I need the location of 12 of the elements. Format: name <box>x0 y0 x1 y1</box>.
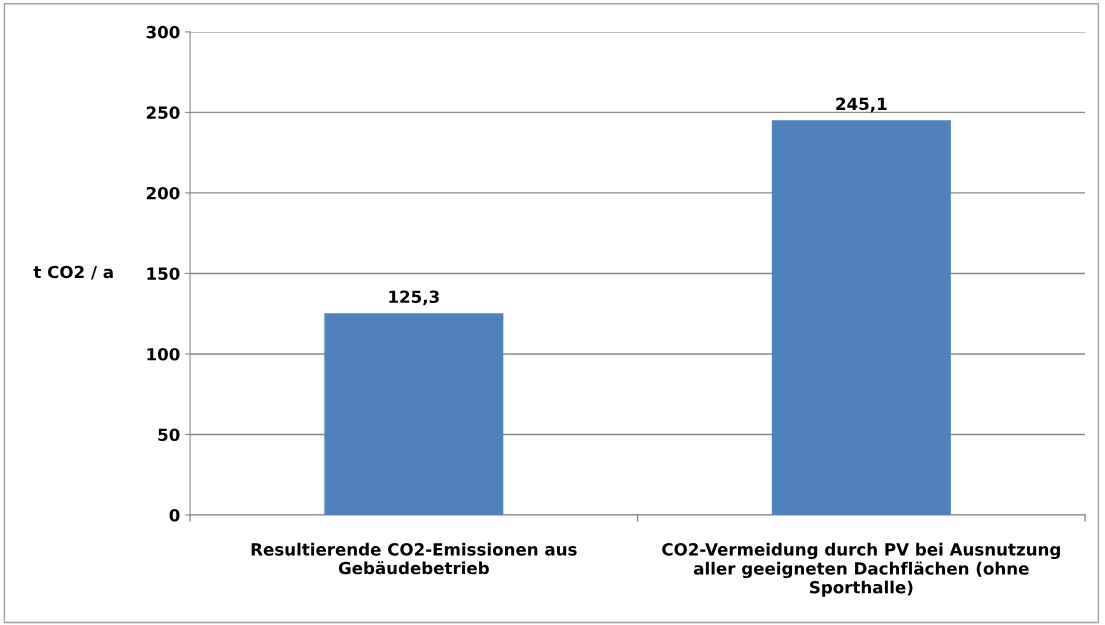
x-tick-label: CO2-Vermeidung durch PV bei Ausnutzung aller geeigneten Dachflächen (ohne Sporthalle) <box>662 542 1060 597</box>
y-tick-label: 100 <box>147 347 180 361</box>
y-tick-label: 50 <box>158 428 180 442</box>
data-label: 245,1 <box>836 97 887 113</box>
y-tick-label: 300 <box>146 25 180 39</box>
y-axis-title: t CO2 / a <box>33 265 113 280</box>
y-tick-label: 0 <box>169 508 180 522</box>
y-tick-label: 250 <box>146 106 180 119</box>
x-tick-label: Resultierende CO2-Emissionen aus Gebäudebetrieb <box>251 542 577 575</box>
data-label: 125,3 <box>389 290 439 306</box>
y-tick-label: 200 <box>146 186 180 200</box>
y-tick-label: 150 <box>147 267 180 281</box>
